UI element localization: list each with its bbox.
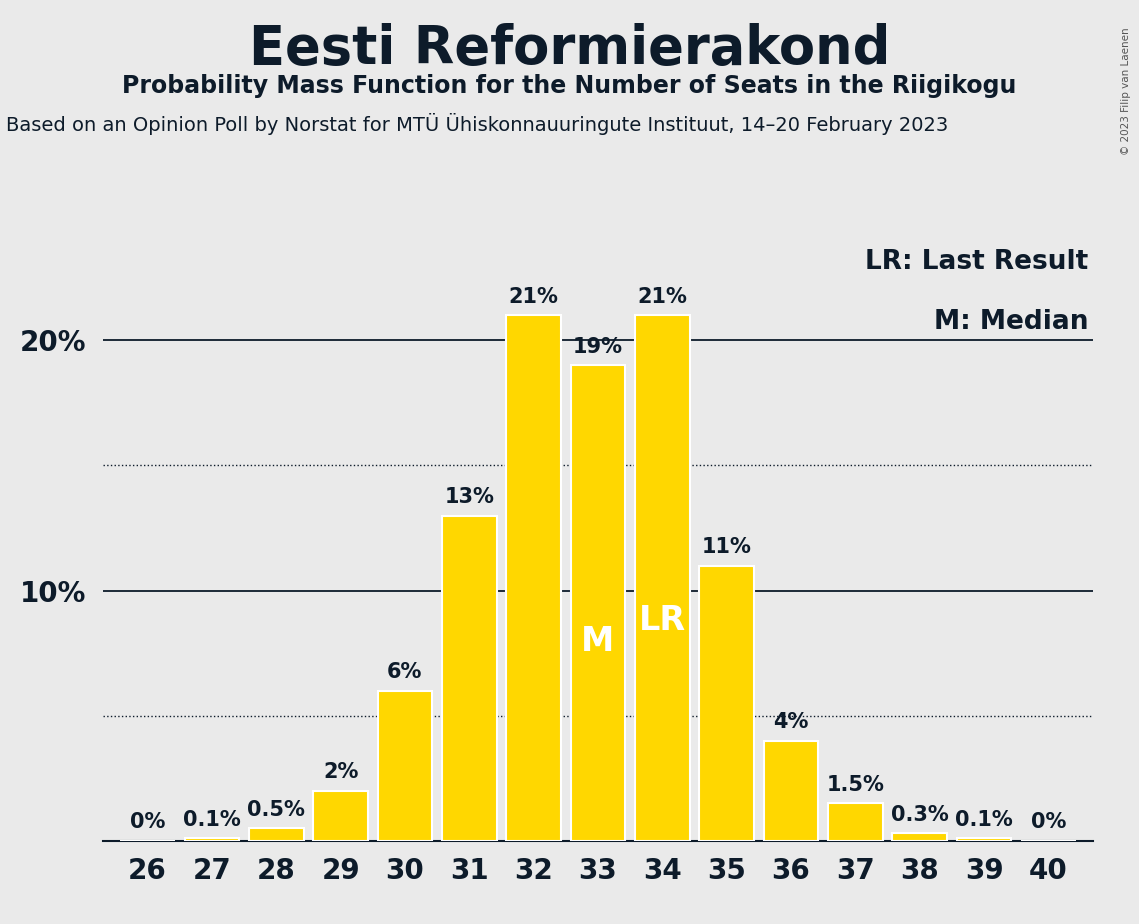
Text: 0.5%: 0.5%: [247, 799, 305, 820]
Text: 13%: 13%: [444, 487, 494, 506]
Bar: [957, 838, 1011, 841]
Bar: [442, 516, 497, 841]
Text: 0%: 0%: [1031, 812, 1066, 833]
Text: LR: Last Result: LR: Last Result: [866, 249, 1089, 275]
Text: 21%: 21%: [638, 286, 687, 307]
Text: Probability Mass Function for the Number of Seats in the Riigikogu: Probability Mass Function for the Number…: [122, 74, 1017, 98]
Text: 2%: 2%: [322, 762, 359, 782]
Text: 4%: 4%: [773, 712, 809, 732]
Text: © 2023 Filip van Laenen: © 2023 Filip van Laenen: [1121, 28, 1131, 155]
Text: Based on an Opinion Poll by Norstat for MTÜ Ühiskonnauuringute Instituut, 14–20 : Based on an Opinion Poll by Norstat for …: [6, 113, 948, 135]
Text: 19%: 19%: [573, 336, 623, 357]
Bar: [763, 741, 818, 841]
Bar: [249, 828, 304, 841]
Bar: [378, 691, 433, 841]
Text: M: Median: M: Median: [934, 310, 1089, 335]
Text: M: M: [581, 625, 615, 658]
Bar: [892, 833, 947, 841]
Bar: [506, 315, 562, 841]
Text: 1.5%: 1.5%: [827, 774, 884, 795]
Text: 0.1%: 0.1%: [956, 809, 1013, 830]
Text: Eesti Reformierakond: Eesti Reformierakond: [248, 23, 891, 75]
Bar: [313, 791, 368, 841]
Bar: [634, 315, 690, 841]
Text: 6%: 6%: [387, 662, 423, 682]
Text: 0%: 0%: [130, 812, 165, 833]
Bar: [699, 565, 754, 841]
Text: 0.1%: 0.1%: [183, 809, 240, 830]
Text: 21%: 21%: [509, 286, 558, 307]
Text: 11%: 11%: [702, 537, 752, 557]
Text: 0.3%: 0.3%: [891, 805, 949, 824]
Bar: [828, 803, 883, 841]
Text: LR: LR: [639, 603, 686, 637]
Bar: [185, 838, 239, 841]
Bar: [571, 365, 625, 841]
